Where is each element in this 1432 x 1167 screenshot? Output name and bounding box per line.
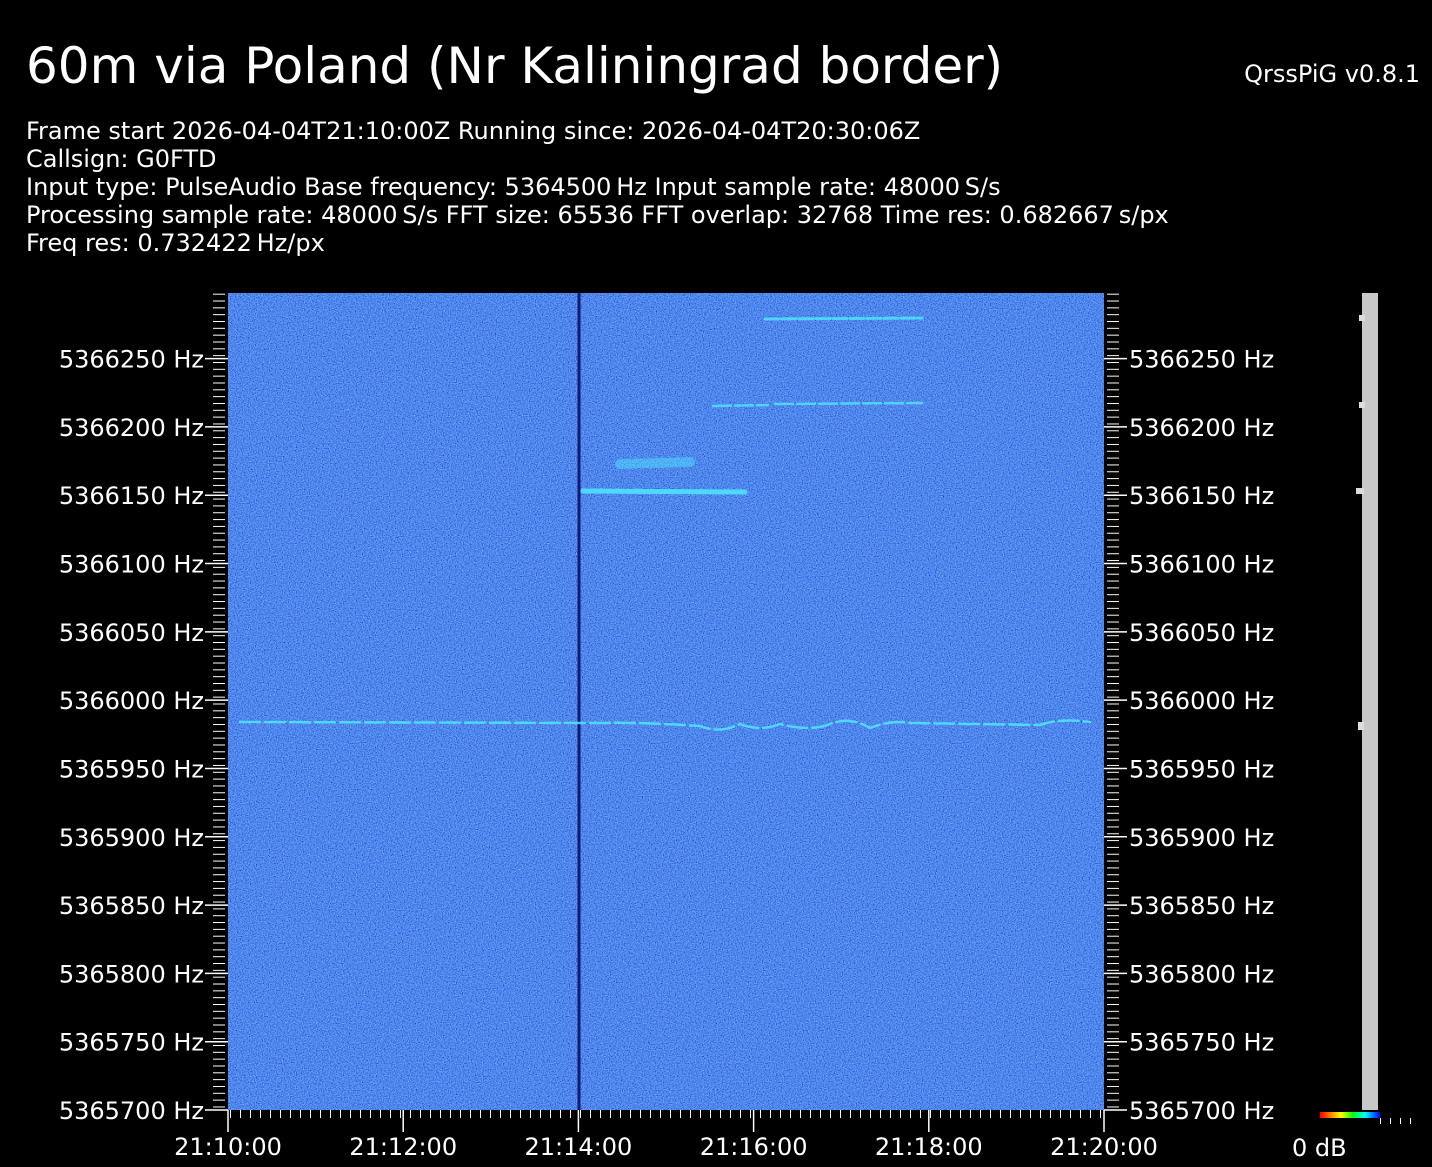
y-tick-label: 5365950 Hz — [59, 755, 204, 783]
info-block: Frame start 2026-04-04T21:10:00Z Running… — [26, 117, 1169, 257]
y-tick-label: 5366100 Hz — [59, 551, 204, 579]
minor-ticks-left — [213, 293, 225, 1110]
x-tick-label: 21:20:00 — [1050, 1133, 1158, 1161]
intensity-bar — [1362, 293, 1378, 1110]
x-tick-label: 21:16:00 — [700, 1133, 808, 1161]
info-line: Frame start 2026-04-04T21:10:00Z Running… — [26, 117, 920, 145]
y2-tick-label: 5366000 Hz — [1129, 687, 1274, 715]
info-line: Input type: PulseAudio Base frequency: 5… — [26, 173, 1001, 201]
intensity-peak — [1356, 488, 1364, 494]
y-tick-label: 5366000 Hz — [59, 687, 204, 715]
x-tick-label: 21:10:00 — [174, 1133, 282, 1161]
y-tick-label: 5366050 Hz — [59, 619, 204, 647]
info-line: Processing sample rate: 48000 S/s FFT si… — [26, 201, 1169, 229]
y-tick-label: 5365700 Hz — [59, 1097, 204, 1125]
y2-tick-label: 5365900 Hz — [1129, 824, 1274, 852]
y2-tick-label: 5365750 Hz — [1129, 1029, 1274, 1057]
x-tick-label: 21:18:00 — [875, 1133, 983, 1161]
y-tick-label: 5366200 Hz — [59, 414, 204, 442]
y-tick-label: 5365900 Hz — [59, 824, 204, 852]
y-tick-label: 5365800 Hz — [59, 960, 204, 988]
intensity-strip: 0 dB — [1292, 293, 1412, 1162]
y2-tick-label: 5366050 Hz — [1129, 619, 1274, 647]
y2-tick-label: 5365800 Hz — [1129, 960, 1274, 988]
y2-tick-label: 5366200 Hz — [1129, 414, 1274, 442]
version: QrssPiG v0.8.1 — [1244, 60, 1420, 88]
colorbar-ticks — [1380, 1118, 1412, 1124]
colorbar-label: 0 dB — [1292, 1134, 1347, 1162]
info-line: Freq res: 0.732422 Hz/px — [26, 229, 325, 257]
minor-ticks-right — [1107, 293, 1119, 1110]
y-tick-label: 5366250 Hz — [59, 346, 204, 374]
axes: 5365700 Hz 5365700 Hz 5365750 Hz 5365750 Hz… — [59, 293, 1274, 1161]
signal-traces — [238, 316, 1092, 731]
intensity-peak — [1359, 315, 1365, 321]
y-tick-label: 5365850 Hz — [59, 892, 204, 920]
waterfall-noise — [228, 293, 1104, 1110]
x-tick-label: 21:12:00 — [349, 1133, 457, 1161]
y-tick-label: 5366150 Hz — [59, 482, 204, 510]
colorbar — [1320, 1112, 1380, 1118]
y2-tick-label: 5366150 Hz — [1129, 482, 1274, 510]
intensity-peak — [1359, 402, 1365, 408]
y2-tick-label: 5365850 Hz — [1129, 892, 1274, 920]
y2-tick-label: 5365700 Hz — [1129, 1097, 1274, 1125]
info-line: Callsign: G0FTD — [26, 145, 217, 173]
chart-title: 60m via Poland (Nr Kaliningrad border) — [26, 37, 1003, 95]
minor-ticks-bottom — [228, 1110, 1105, 1118]
y2-tick-label: 5366250 Hz — [1129, 346, 1274, 374]
y2-tick-label: 5365950 Hz — [1129, 755, 1274, 783]
x-tick-label: 21:14:00 — [525, 1133, 633, 1161]
y-tick-label: 5365750 Hz — [59, 1029, 204, 1057]
waterfall — [228, 293, 1104, 1110]
y2-tick-label: 5366100 Hz — [1129, 551, 1274, 579]
intensity-peak — [1358, 722, 1364, 730]
